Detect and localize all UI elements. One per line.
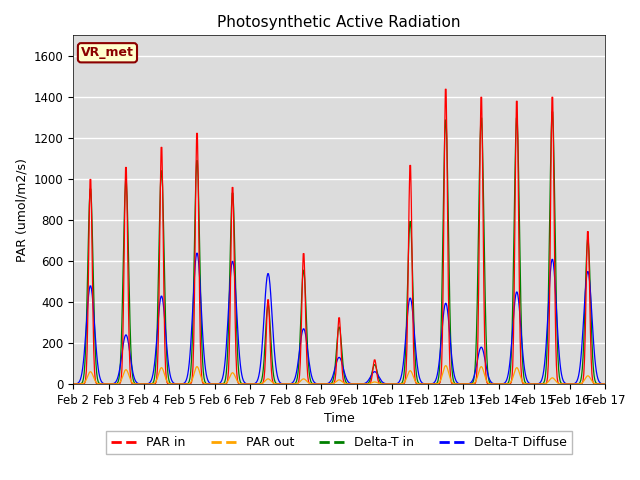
Delta-T in — [79, 379, 86, 384]
PAR in — [404, 254, 412, 260]
Y-axis label: PAR (umol/m2/s): PAR (umol/m2/s) — [15, 158, 28, 262]
PAR in — [69, 381, 77, 387]
Delta-T in — [134, 381, 141, 387]
Delta-T in — [353, 381, 361, 387]
PAR out — [602, 381, 609, 387]
PAR out — [353, 381, 361, 387]
PAR in — [79, 381, 86, 387]
Line: PAR out: PAR out — [73, 366, 605, 384]
Delta-T Diffuse — [193, 251, 200, 256]
Delta-T in — [549, 109, 557, 115]
Delta-T Diffuse — [134, 380, 141, 386]
Delta-T Diffuse — [188, 330, 195, 336]
PAR out — [188, 378, 195, 384]
PAR in — [216, 381, 223, 387]
PAR in — [134, 381, 141, 387]
PAR in — [602, 381, 609, 387]
PAR out — [442, 363, 449, 369]
PAR out — [216, 381, 223, 387]
PAR in — [188, 380, 195, 385]
Line: Delta-T in: Delta-T in — [73, 112, 605, 384]
PAR in — [420, 381, 428, 387]
Delta-T Diffuse — [69, 381, 77, 387]
PAR out — [420, 381, 428, 387]
PAR out — [69, 381, 77, 387]
PAR in — [442, 86, 450, 92]
Delta-T in — [404, 253, 412, 259]
Delta-T Diffuse — [602, 381, 609, 387]
Line: Delta-T Diffuse: Delta-T Diffuse — [73, 253, 605, 384]
Delta-T Diffuse — [353, 381, 361, 387]
Title: Photosynthetic Active Radiation: Photosynthetic Active Radiation — [218, 15, 461, 30]
PAR in — [353, 381, 361, 387]
PAR out — [79, 381, 86, 386]
Delta-T in — [216, 381, 223, 387]
Delta-T Diffuse — [79, 365, 86, 371]
PAR out — [404, 370, 412, 376]
Line: PAR in: PAR in — [73, 89, 605, 384]
Delta-T in — [188, 358, 195, 363]
PAR out — [134, 381, 141, 387]
Delta-T Diffuse — [420, 381, 428, 387]
Delta-T in — [602, 381, 609, 387]
Delta-T Diffuse — [405, 298, 413, 304]
Legend: PAR in, PAR out, Delta-T in, Delta-T Diffuse: PAR in, PAR out, Delta-T in, Delta-T Dif… — [106, 432, 572, 455]
Delta-T in — [420, 381, 428, 387]
Delta-T Diffuse — [216, 380, 224, 385]
X-axis label: Time: Time — [324, 412, 355, 425]
Delta-T in — [69, 381, 77, 387]
Text: VR_met: VR_met — [81, 46, 134, 59]
